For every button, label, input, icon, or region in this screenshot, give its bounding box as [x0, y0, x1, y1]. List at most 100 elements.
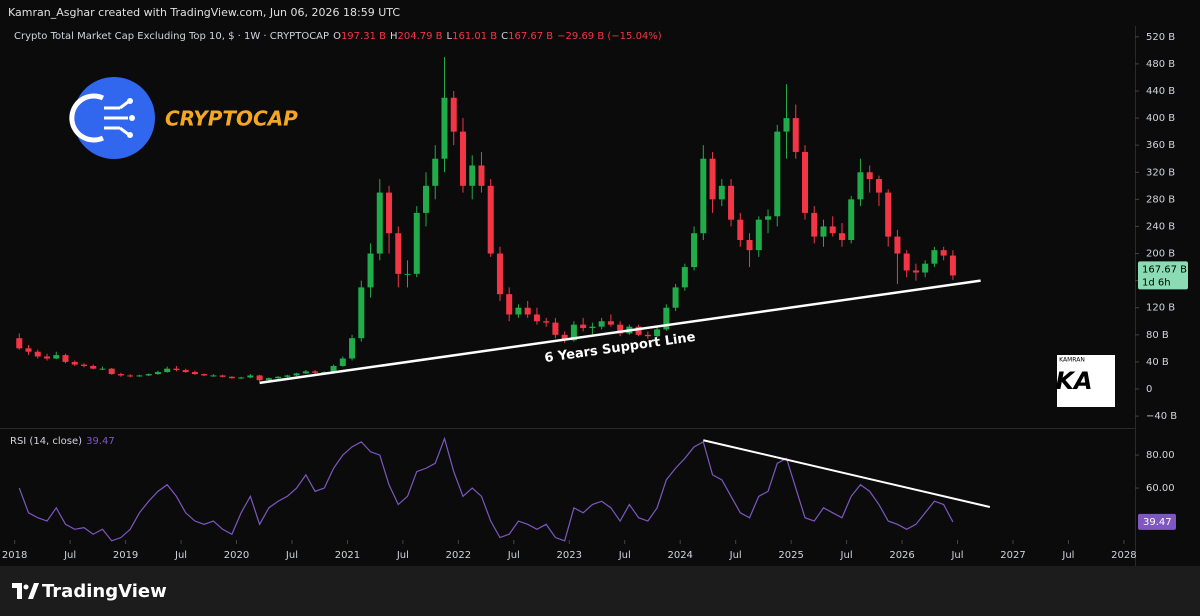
x-tick-label: 2027: [1000, 550, 1025, 561]
candle-body: [423, 185, 430, 213]
candle-body: [358, 287, 365, 339]
candle-body: [145, 374, 152, 376]
candle-body: [284, 375, 291, 377]
change: −29.69 B (−15.04%): [557, 31, 662, 42]
candle-body: [90, 365, 97, 369]
candle-body: [580, 324, 587, 329]
candle-body: [16, 338, 23, 349]
x-tick-label: Jul: [1061, 550, 1074, 561]
candle-body: [709, 158, 716, 200]
candle-body: [339, 358, 346, 366]
candle-body: [25, 348, 32, 352]
ohlc-key: C: [501, 31, 508, 42]
tv-logo: [12, 583, 39, 599]
candle-body: [737, 219, 744, 240]
y-tick-label: 360 B: [1146, 140, 1175, 151]
y-tick-label: 80 B: [1146, 330, 1169, 341]
candle-body: [949, 255, 956, 276]
x-tick-label: Jul: [63, 550, 76, 561]
ohlc-value: 167.67 B: [508, 31, 553, 42]
candle-body: [940, 250, 947, 256]
watermark-text: CRYPTOCAP: [165, 107, 298, 131]
ohlc-value: 161.01 B: [452, 31, 497, 42]
candle-body: [34, 351, 41, 357]
candle-body: [801, 151, 808, 213]
candle-body: [617, 324, 624, 334]
candle-body: [154, 372, 161, 375]
candle-body: [829, 226, 836, 234]
ohlc-key: H: [390, 31, 398, 42]
x-tick-label: Jul: [729, 550, 742, 561]
candle-body: [256, 375, 263, 381]
x-tick-label: 2019: [113, 550, 138, 561]
x-tick-label: Jul: [950, 550, 963, 561]
candle-body: [894, 236, 901, 254]
candle-body: [811, 212, 818, 237]
support-line: [259, 279, 981, 385]
candle-body: [44, 356, 51, 359]
ohlc-key: O: [333, 31, 341, 42]
candle-body: [931, 250, 938, 264]
x-tick-label: Jul: [396, 550, 409, 561]
candle-body: [201, 374, 208, 376]
candle-body: [238, 377, 245, 379]
candle-body: [903, 253, 910, 271]
credit: Kamran_Asghar created with TradingView.c…: [8, 6, 400, 19]
ohlc-key: L: [447, 31, 453, 42]
x-tick-label: 2022: [446, 550, 471, 561]
candle-body: [672, 287, 679, 308]
candle-body: [922, 263, 929, 273]
candle-body: [228, 376, 235, 379]
x-tick-label: 2025: [778, 550, 803, 561]
rsi-last-label: 39.47: [1143, 517, 1172, 528]
candle-body: [718, 185, 725, 200]
candle-body: [700, 158, 707, 234]
y-tick-label: 40 B: [1146, 357, 1169, 368]
candle-body: [367, 253, 374, 288]
y-tick-label: 400 B: [1146, 113, 1175, 124]
y-tick-label: 480 B: [1146, 59, 1175, 70]
y-tick-label: 440 B: [1146, 86, 1175, 97]
candle-body: [265, 378, 272, 381]
last-price-countdown: 1d 6h: [1142, 277, 1171, 288]
rsi-y-tick-label: 60.00: [1146, 483, 1175, 494]
candle-body: [182, 370, 189, 373]
y-tick-label: 520 B: [1146, 32, 1175, 43]
candle-body: [441, 97, 448, 159]
rsi-value: 39.47: [86, 436, 115, 447]
candle-body: [866, 172, 873, 180]
candle-body: [774, 131, 781, 217]
candle-body: [783, 118, 790, 132]
candle-body: [543, 321, 550, 323]
x-tick-label: 2023: [557, 550, 582, 561]
rsi-trend-line: [703, 439, 991, 508]
candle-body: [728, 185, 735, 220]
candle-body: [570, 324, 577, 341]
candle-body: [506, 294, 513, 315]
candle-body: [302, 371, 309, 374]
candle-body: [681, 267, 688, 288]
candle-body: [820, 226, 827, 237]
x-tick-label: 2020: [224, 550, 249, 561]
candle-body: [598, 321, 605, 327]
y-tick-label: 200 B: [1146, 249, 1175, 260]
candle-body: [450, 97, 457, 132]
candle-body: [561, 334, 568, 341]
candle-body: [191, 372, 198, 375]
candle-body: [524, 307, 531, 315]
candle-body: [663, 307, 670, 330]
y-tick-label: 120 B: [1146, 303, 1175, 314]
candle-body: [99, 368, 106, 370]
candle-body: [459, 131, 466, 186]
candle-body: [247, 375, 254, 378]
candle-body: [885, 192, 892, 237]
x-tick-label: Jul: [618, 550, 631, 561]
x-tick-label: 2021: [335, 550, 360, 561]
signature: KA: [1055, 367, 1092, 395]
rsi-y-tick-label: 80.00: [1146, 450, 1175, 461]
candle-body: [330, 365, 337, 373]
legend-row: Crypto Total Market Cap Excluding Top 10…: [14, 31, 662, 42]
y-tick-label: 320 B: [1146, 167, 1175, 178]
x-tick-label: 2026: [889, 550, 914, 561]
candle-body: [838, 233, 845, 240]
